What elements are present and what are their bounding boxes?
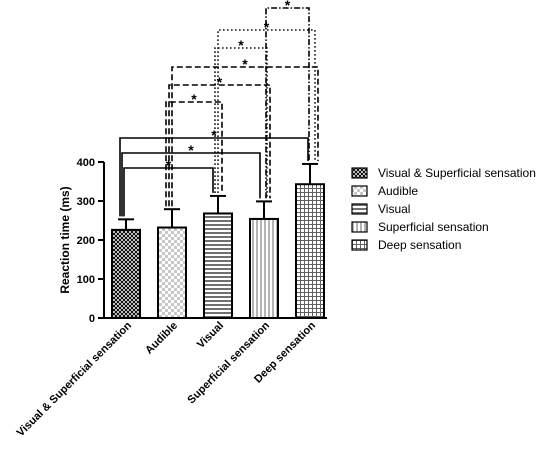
significance-star-8: * xyxy=(285,0,291,13)
significance-star-4: * xyxy=(217,74,223,90)
legend-label-3: Superficial sensation xyxy=(378,220,489,234)
legend: Visual & Superficial sensation Audible Vis… xyxy=(351,166,536,252)
significance-star-1: * xyxy=(188,142,194,158)
bar-0 xyxy=(111,228,141,319)
bar-2 xyxy=(203,212,233,319)
y-tick-label-2: 200 xyxy=(77,235,95,247)
x-tick-label-1: Audible xyxy=(143,320,180,357)
significance-star-5: * xyxy=(242,56,248,72)
bar-3 xyxy=(249,217,279,319)
significance-star-2: * xyxy=(211,127,217,143)
significance-star-3: * xyxy=(191,91,197,107)
legend-label-2: Visual xyxy=(378,202,410,216)
bar-4 xyxy=(295,183,325,319)
legend-label-1: Audible xyxy=(378,184,418,198)
y-tick-label-4: 400 xyxy=(77,157,95,169)
bars xyxy=(111,183,325,320)
significance-bracket-6 xyxy=(214,47,268,199)
significance-bracket-4 xyxy=(168,84,271,207)
x-tick-label-2: Visual xyxy=(195,320,226,351)
error-bars xyxy=(118,162,318,230)
significance-brackets: ********* xyxy=(119,0,319,217)
significance-star-6: * xyxy=(238,37,244,53)
y-tick-label-1: 100 xyxy=(77,274,95,286)
bar-1 xyxy=(157,226,187,320)
x-tick-label-0: Visual & Superficial sensation xyxy=(15,319,135,439)
significance-bracket-8 xyxy=(265,7,310,199)
significance-bracket-1 xyxy=(121,152,261,217)
x-tick-label-3: Superficial sensation xyxy=(185,319,272,406)
legend-swatch-4 xyxy=(351,239,368,251)
y-tick-label-3: 300 xyxy=(77,196,95,208)
legend-swatch-2 xyxy=(351,203,368,215)
legend-label-4: Deep sensation xyxy=(378,238,461,252)
significance-bracket-5 xyxy=(171,66,319,207)
legend-label-0: Visual & Superficial sensation xyxy=(378,166,536,180)
significance-bracket-7 xyxy=(217,29,316,193)
y-axis-label: Reaction time (ms) xyxy=(58,186,72,293)
legend-swatch-1 xyxy=(351,185,368,197)
significance-star-7: * xyxy=(264,19,270,35)
legend-swatch-0 xyxy=(351,167,368,179)
significance-bracket-2 xyxy=(119,137,309,217)
legend-swatch-3 xyxy=(351,221,368,233)
y-ticks: 0 100 200 300 400 xyxy=(77,157,104,325)
y-tick-label-0: 0 xyxy=(89,313,95,325)
category-labels: Visual & Superficial sensation Audible Vis… xyxy=(15,319,319,439)
